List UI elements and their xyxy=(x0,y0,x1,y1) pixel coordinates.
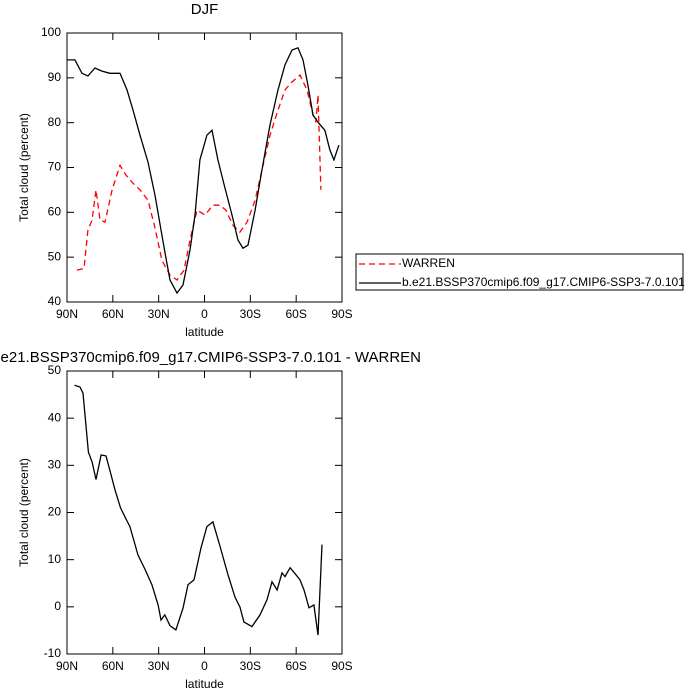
legend-label: b.e21.BSSP370cmip6.f09_g17.CMIP6-SSP3-7.… xyxy=(402,275,685,289)
y-tick-label: 80 xyxy=(48,115,62,129)
x-tick-label: 30S xyxy=(240,659,261,673)
y-tick-label: 40 xyxy=(48,410,62,424)
x-tick-label: 90S xyxy=(331,307,352,321)
y-tick-label: -10 xyxy=(44,646,62,660)
x-tick-label: 90N xyxy=(56,659,78,673)
x-tick-label: 60N xyxy=(102,659,124,673)
legend-label: WARREN xyxy=(402,256,455,270)
plot-frame xyxy=(66,32,343,303)
legend-box xyxy=(355,253,684,291)
x-tick-label: 30S xyxy=(240,307,261,321)
x-tick-label: 30N xyxy=(148,659,170,673)
x-tick-label: 0 xyxy=(201,307,208,321)
y-tick-label: 0 xyxy=(54,599,61,613)
plot-frame xyxy=(66,370,343,655)
x-tick-label: 60N xyxy=(102,307,124,321)
x-tick-label: 30N xyxy=(148,307,170,321)
y-tick-label: 10 xyxy=(48,552,62,566)
y-tick-label: 20 xyxy=(48,505,62,519)
x-axis-label: latitude xyxy=(185,325,224,339)
line-series xyxy=(67,46,340,295)
x-tick-label: 60S xyxy=(285,307,306,321)
x-tick-label: 90S xyxy=(331,659,352,673)
y-tick-label: 90 xyxy=(48,70,62,84)
line-series xyxy=(74,384,323,636)
chart-title: b.e21.BSSP370cmip6.f09_g17.CMIP6-SSP3-7.… xyxy=(0,349,421,366)
y-tick-label: 30 xyxy=(48,458,62,472)
y-axis-label: Total cloud (percent) xyxy=(17,458,31,567)
y-axis-label: Total cloud (percent) xyxy=(17,113,31,222)
y-tick-label: 50 xyxy=(48,363,62,377)
y-tick-label: 60 xyxy=(48,205,62,219)
chart-title: DJF xyxy=(191,1,219,18)
line-series xyxy=(76,74,322,281)
y-tick-label: 40 xyxy=(48,294,62,308)
x-tick-label: 0 xyxy=(201,659,208,673)
y-tick-label: 50 xyxy=(48,249,62,263)
y-tick-label: 100 xyxy=(41,25,61,39)
x-axis-label: latitude xyxy=(185,677,224,691)
x-tick-label: 60S xyxy=(285,659,306,673)
x-tick-label: 90N xyxy=(56,307,78,321)
y-tick-label: 70 xyxy=(48,160,62,174)
